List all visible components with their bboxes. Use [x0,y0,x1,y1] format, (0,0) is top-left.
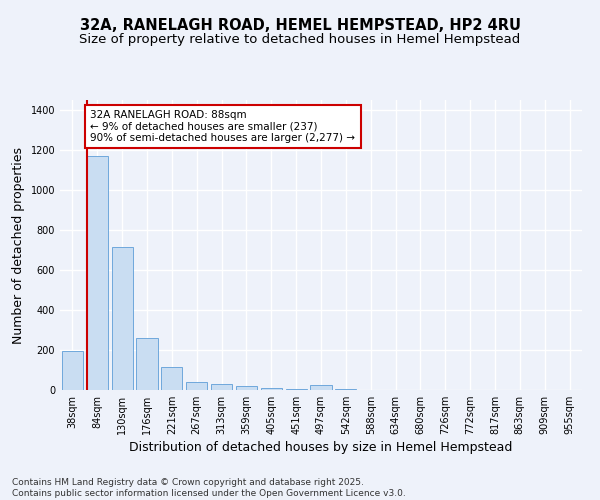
Bar [310,385,332,390]
Bar [62,351,83,390]
Text: 32A, RANELAGH ROAD, HEMEL HEMPSTEAD, HP2 4RU: 32A, RANELAGH ROAD, HEMEL HEMPSTEAD, HP2… [79,18,521,32]
Text: Contains HM Land Registry data © Crown copyright and database right 2025.
Contai: Contains HM Land Registry data © Crown c… [12,478,406,498]
Text: Size of property relative to detached houses in Hemel Hempstead: Size of property relative to detached ho… [79,32,521,46]
Bar [136,338,158,390]
Bar [161,367,182,390]
Bar [186,382,207,390]
Bar [211,384,232,390]
Bar [87,156,108,390]
Bar [261,388,282,390]
Bar [286,389,307,390]
Bar [112,247,133,390]
Bar [335,389,356,390]
Y-axis label: Number of detached properties: Number of detached properties [12,146,25,344]
Bar [236,386,257,390]
X-axis label: Distribution of detached houses by size in Hemel Hempstead: Distribution of detached houses by size … [130,442,512,454]
Text: 32A RANELAGH ROAD: 88sqm
← 9% of detached houses are smaller (237)
90% of semi-d: 32A RANELAGH ROAD: 88sqm ← 9% of detache… [91,110,355,143]
